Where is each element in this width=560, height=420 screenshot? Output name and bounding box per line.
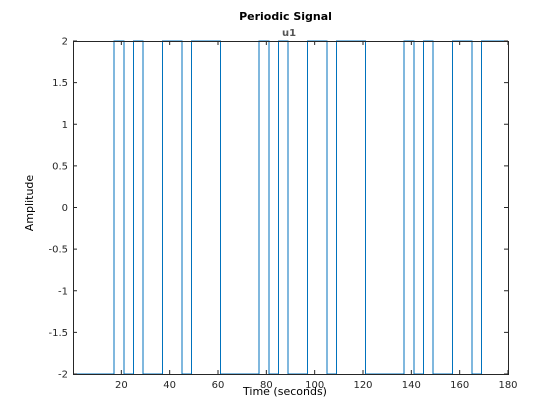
x-tick-label: 20 (115, 380, 128, 391)
x-tick-label: 180 (498, 380, 517, 391)
y-tick-label: 0 (62, 203, 68, 214)
y-tick-label: 1.5 (52, 78, 68, 89)
x-tick-label: 80 (260, 380, 273, 391)
y-tick-label: -2 (58, 370, 68, 381)
y-tick-label: -1.5 (48, 328, 68, 339)
x-tick-label: 40 (163, 380, 176, 391)
y-tick-label: -0.5 (48, 245, 68, 256)
x-tick-label: 140 (402, 380, 421, 391)
x-tick-label: 60 (212, 380, 225, 391)
y-tick-label: -1 (58, 286, 68, 297)
x-tick-label: 160 (450, 380, 469, 391)
chart-title: Periodic Signal (239, 10, 332, 23)
x-axis-label: Time (seconds) (242, 385, 327, 398)
y-tick-label: 0.5 (52, 161, 68, 172)
x-tick-label: 120 (353, 380, 372, 391)
series-line-1 (73, 40, 508, 375)
plot-area: 20 40 60 80 100 120 140 160 180 -2 -1.5 -1 -0.5 0 0.5 1… (48, 37, 517, 392)
chart-subtitle: u1 (282, 28, 296, 39)
x-tick-label: 100 (305, 380, 324, 391)
y-tick-label: 1 (62, 120, 68, 131)
y-axis-label: Amplitude (23, 175, 36, 232)
y-tick-label: 2 (62, 37, 68, 48)
